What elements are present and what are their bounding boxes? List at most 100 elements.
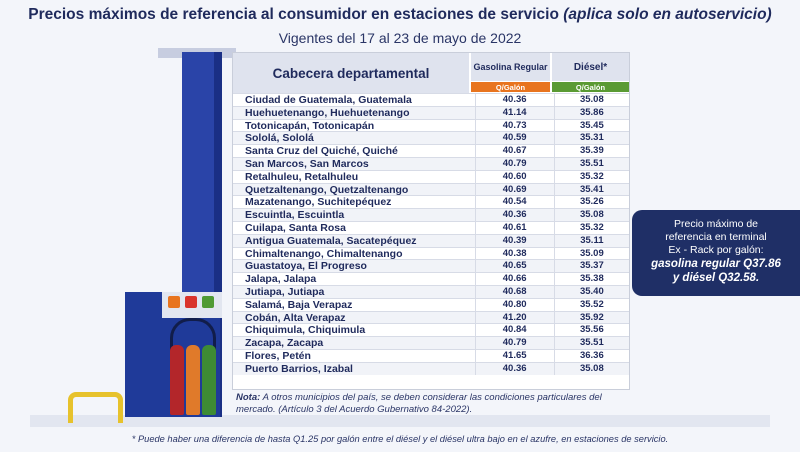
cell-gasoline: 40.59: [474, 132, 554, 145]
table-row: Chiquimula, Chiquimula 40.84 35.56: [233, 323, 629, 336]
note: Nota: A otros municipios del país, se de…: [236, 392, 626, 416]
table-row: Sololá, Sololá 40.59 35.31: [233, 131, 629, 144]
table-row: Salamá, Baja Verapaz 40.80 35.52: [233, 297, 629, 311]
cell-gasoline: 40.38: [474, 247, 554, 260]
cell-diesel: 35.09: [553, 247, 629, 260]
cell-gasoline: 40.84: [474, 324, 554, 337]
cell-gasoline: 40.67: [474, 145, 554, 157]
cell-city: Mazatenango, Suchitepéquez: [245, 196, 392, 209]
cell-city: Quetzaltenango, Quetzaltenango: [245, 183, 409, 196]
cell-gasoline: 40.79: [474, 337, 554, 349]
callout-gasoline-price: gasolina regular Q37.86: [651, 258, 781, 270]
table-row: Antigua Guatemala, Sacatepéquez 40.39 35.1…: [233, 233, 629, 247]
cell-city: Santa Cruz del Quiché, Quiché: [245, 145, 398, 158]
table-row: Ciudad de Guatemala, Guatemala 40.36 35.08: [233, 93, 629, 106]
cell-diesel: 35.41: [553, 183, 629, 196]
callout-line-1: Precio máximo de: [673, 218, 759, 230]
cell-gasoline: 40.65: [474, 260, 554, 273]
cell-gasoline: 41.14: [474, 106, 554, 119]
table-row: Puerto Barrios, Izabal 40.36 35.08: [233, 361, 629, 375]
note-label: Nota:: [236, 392, 261, 403]
table-row: Huehuetenango, Huehuetenango 41.14 35.86: [233, 105, 629, 119]
callout-diesel-price: y diésel Q32.58.: [672, 272, 760, 284]
cell-city: Ciudad de Guatemala, Guatemala: [245, 94, 412, 106]
cell-city: Antigua Guatemala, Sacatepéquez: [245, 234, 417, 247]
nozzle-green: [202, 345, 216, 415]
cell-diesel: 35.39: [553, 145, 629, 157]
cell-gasoline: 40.68: [474, 285, 554, 298]
callout-line-2: referencia en terminal: [665, 231, 767, 243]
cell-diesel: 35.32: [553, 170, 629, 183]
table-row: Guastatoya, El Progreso 40.65 35.37: [233, 259, 629, 272]
cell-gasoline: 40.36: [474, 94, 554, 106]
cell-diesel: 35.08: [553, 209, 629, 221]
cell-city: Sololá, Sololá: [245, 132, 314, 145]
cell-diesel: 35.08: [553, 362, 629, 375]
cell-gasoline: 40.79: [474, 157, 554, 170]
cell-gasoline: 40.73: [474, 119, 554, 132]
note-text: A otros municipios del país, se deben co…: [236, 392, 602, 415]
cell-gasoline: 40.36: [474, 209, 554, 221]
table-row: Santa Cruz del Quiché, Quiché 40.67 35.39: [233, 144, 629, 157]
cell-diesel: 35.92: [553, 311, 629, 324]
price-table: Cabecera departamental Gasolina Regular …: [232, 52, 630, 390]
table-row: Escuintla, Escuintla 40.36 35.08: [233, 208, 629, 221]
unit-diesel: Q/Galón: [552, 82, 629, 92]
cell-gasoline: 40.66: [474, 273, 554, 285]
page-title: Precios máximos de referencia al consumi…: [28, 6, 772, 23]
cell-city: Retalhuleu, Retalhuleu: [245, 170, 359, 183]
cell-diesel: 35.26: [553, 196, 629, 209]
table-row: Cuilapa, Santa Rosa 40.61 35.32: [233, 220, 629, 234]
cell-diesel: 35.51: [553, 157, 629, 170]
cell-diesel: 35.31: [553, 132, 629, 145]
page-subtitle: Vigentes del 17 al 23 de mayo de 2022: [278, 30, 522, 46]
header-gasoline: Gasolina Regular: [471, 53, 550, 81]
cell-diesel: 35.37: [553, 260, 629, 273]
cell-diesel: 35.38: [553, 273, 629, 285]
table-row: Flores, Petén 41.65 36.36: [233, 348, 629, 362]
cell-diesel: 35.86: [553, 106, 629, 119]
table-row: Mazatenango, Suchitepéquez 40.54 35.26: [233, 195, 629, 208]
cell-gasoline: 40.69: [474, 183, 554, 196]
cell-diesel: 35.56: [553, 324, 629, 337]
cell-city: Puerto Barrios, Izabal: [245, 362, 353, 375]
cell-diesel: 35.52: [553, 298, 629, 311]
pillar-shade: [214, 52, 222, 417]
cell-city: Guastatoya, El Progreso: [245, 260, 367, 273]
title-qualifier: (aplica solo en autoservicio): [563, 6, 772, 23]
table-row: Jutiapa, Jutiapa 40.68 35.40: [233, 284, 629, 298]
cell-city: Totonicapán, Totonicapán: [245, 119, 375, 132]
cell-city: Chimaltenango, Chimaltenango: [245, 247, 403, 260]
cell-city: Chiquimula, Chiquimula: [245, 324, 366, 337]
header-city: Cabecera departamental: [233, 53, 469, 93]
table-header: Cabecera departamental Gasolina Regular …: [233, 53, 629, 93]
cell-gasoline: 40.60: [474, 170, 554, 183]
table-row: Totonicapán, Totonicapán 40.73 35.45: [233, 118, 629, 132]
cell-city: Cuilapa, Santa Rosa: [245, 221, 346, 234]
table-row: Zacapa, Zacapa 40.79 35.51: [233, 336, 629, 349]
cell-diesel: 35.40: [553, 285, 629, 298]
cell-city: Zacapa, Zacapa: [245, 337, 324, 350]
cell-gasoline: 41.65: [474, 349, 554, 362]
cell-city: Jalapa, Jalapa: [245, 273, 317, 286]
pump-light-green: [202, 296, 214, 308]
terminal-price-callout: Precio máximo de referencia en terminal …: [632, 210, 800, 296]
unit-gasoline: Q/Galón: [471, 82, 550, 92]
pump-hose: [170, 318, 216, 366]
cell-diesel: 35.45: [553, 119, 629, 132]
bollard-icon: [68, 392, 123, 423]
table-row: Chimaltenango, Chimaltenango 40.38 35.09: [233, 246, 629, 260]
cell-city: Cobán, Alta Verapaz: [245, 311, 346, 324]
table-row: San Marcos, San Marcos 40.79 35.51: [233, 156, 629, 170]
cell-city: Flores, Petén: [245, 349, 311, 362]
cell-diesel: 35.11: [553, 234, 629, 247]
cell-gasoline: 40.36: [474, 362, 554, 375]
cell-gasoline: 41.20: [474, 311, 554, 324]
cell-diesel: 35.51: [553, 337, 629, 349]
table-row: Jalapa, Jalapa 40.66 35.38: [233, 272, 629, 285]
table-body: Ciudad de Guatemala, Guatemala 40.36 35.08…: [233, 93, 629, 375]
cell-gasoline: 40.39: [474, 234, 554, 247]
cell-gasoline: 40.80: [474, 298, 554, 311]
table-row: Quetzaltenango, Quetzaltenango 40.69 35.41: [233, 182, 629, 196]
cell-diesel: 35.32: [553, 221, 629, 234]
